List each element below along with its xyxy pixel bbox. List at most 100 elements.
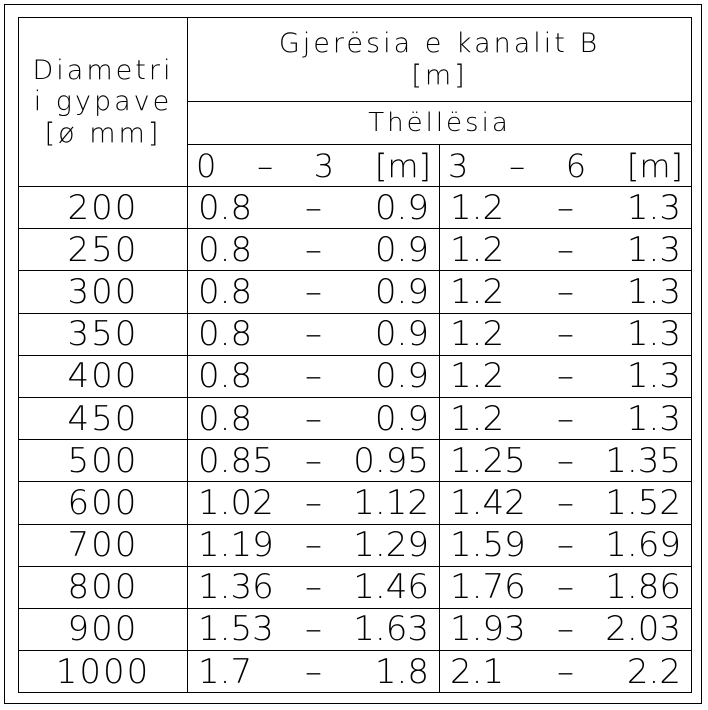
diameter-cell: 200 [18, 185, 188, 230]
width-range-cell-2: 1.2 – 1.3 [438, 396, 693, 441]
width-range-to: 1.3 [626, 187, 681, 228]
table-row: 250 0.8 – 0.9 1.2 – 1.3 [18, 228, 693, 272]
depth-range-1-unit: [m] [374, 146, 431, 185]
width-range-cell-2: 2.1 – 2.2 [438, 650, 693, 694]
width-range-cell-2: 1.2 – 1.3 [438, 228, 693, 272]
table-row: 350 0.8 – 0.9 1.2 – 1.3 [18, 312, 693, 356]
width-range-to: 1.3 [626, 271, 681, 312]
width-range-to: 0.95 [353, 440, 429, 481]
width-range-dash: – [305, 609, 322, 650]
width-range-dash: – [557, 651, 574, 692]
width-range-dash: – [557, 440, 574, 481]
table-row: 200 0.8 – 0.9 1.2 – 1.3 [18, 185, 693, 230]
table-row: 1000 1.7 – 1.8 2.1 – 2.2 [18, 650, 693, 694]
table-row: 700 1.19–1.29 1.59–1.69 [18, 523, 693, 567]
width-range-dash: – [305, 187, 322, 228]
diameter-cell: 800 [18, 565, 188, 609]
width-range-from: 1.2 [450, 229, 505, 270]
width-range-from: 1.2 [450, 356, 505, 397]
width-range-from: 0.8 [198, 229, 253, 270]
width-range-to: 1.3 [626, 398, 681, 439]
width-range-dash: – [305, 482, 322, 523]
depth-range-2-from: 3 [448, 146, 469, 185]
width-range-to: 1.3 [626, 229, 681, 270]
width-range-dash: – [305, 229, 322, 270]
width-range-from: 0.8 [198, 356, 253, 397]
width-range-cell-2: 1.2 – 1.3 [438, 312, 693, 356]
width-range-from: 1.2 [450, 398, 505, 439]
width-range-to: 1.63 [353, 609, 429, 650]
width-range-to: 1.8 [374, 651, 429, 692]
drawing-frame [4, 4, 702, 704]
diameter-cell: 250 [18, 228, 188, 272]
width-range-cell-2: 1.2 – 1.3 [438, 185, 693, 230]
table-row: 900 1.53–1.63 1.93–2.03 [18, 607, 693, 652]
width-range-from: 1.2 [450, 271, 505, 312]
diameter-cell: 900 [18, 607, 188, 652]
table-row: 300 0.8 – 0.9 1.2 – 1.3 [18, 270, 693, 314]
width-range-to: 1.69 [605, 525, 681, 566]
depth-range-2-unit: [m] [626, 146, 684, 185]
width-range-from: 1.7 [198, 651, 253, 692]
width-range-cell-2: 1.76–1.86 [438, 565, 693, 609]
width-range-from: 1.02 [198, 482, 274, 523]
depth-range-1-from: 0 [196, 146, 217, 185]
width-range-cell-2: 1.25–1.35 [438, 439, 693, 483]
diameter-label-line1: Diametri [32, 55, 174, 87]
width-range-dash: – [557, 229, 574, 270]
width-range-to: 0.9 [374, 187, 429, 228]
width-range-dash: – [305, 567, 322, 608]
width-range-cell-2: 1.2 – 1.3 [438, 270, 693, 314]
width-range-cell-2: 1.2 – 1.3 [438, 354, 693, 398]
width-range-cell-1: 1.02–1.12 [187, 481, 440, 525]
width-range-from: 2.1 [450, 651, 505, 692]
depth-range-2-to: 6 [565, 146, 587, 185]
width-range-dash: – [557, 314, 574, 355]
depth-range-1-dash: – [257, 146, 274, 185]
width-range-dash: – [557, 271, 574, 312]
width-range-dash: – [557, 525, 574, 566]
depth-range-1-to: 3 [313, 146, 335, 185]
width-range-to: 1.35 [605, 440, 681, 481]
width-range-cell-1: 1.36–1.46 [187, 565, 440, 609]
width-range-to: 1.46 [353, 567, 429, 608]
table-row: 500 0.85–0.95 1.25–1.35 [18, 439, 693, 483]
width-range-dash: – [557, 482, 574, 523]
width-range-cell-1: 0.8 – 0.9 [187, 270, 440, 314]
width-range-dash: – [305, 314, 322, 355]
diameter-cell: 450 [18, 396, 188, 441]
width-range-dash: – [305, 398, 322, 439]
diameter-cell: 500 [18, 439, 188, 483]
width-range-from: 0.8 [198, 398, 253, 439]
width-range-from: 1.53 [198, 609, 274, 650]
width-range-to: 1.86 [605, 567, 681, 608]
width-range-cell-1: 0.8 – 0.9 [187, 185, 440, 230]
trench-width-table: Diametri i gypave [ø mm] Gjerësia e kana… [18, 17, 693, 694]
width-range-dash: – [557, 187, 574, 228]
depth-range-header-1: 0 – 3 [m] [187, 144, 440, 187]
width-range-from: 1.76 [450, 567, 526, 608]
width-range-dash: – [557, 356, 574, 397]
width-range-from: 1.2 [450, 314, 505, 355]
width-range-cell-1: 1.19–1.29 [187, 523, 440, 567]
width-range-from: 1.25 [450, 440, 526, 481]
diameter-cell: 1000 [18, 650, 188, 694]
diameter-cell: 400 [18, 354, 188, 398]
width-header: Gjerësia e kanalit B [m] [186, 17, 693, 102]
width-range-from: 1.36 [198, 567, 274, 608]
width-range-to: 2.03 [605, 609, 681, 650]
width-label-line2: [m] [411, 59, 468, 91]
width-range-to: 1.3 [626, 356, 681, 397]
width-range-dash: – [305, 440, 322, 481]
width-range-from: 1.19 [198, 525, 274, 566]
width-range-from: 1.93 [450, 609, 526, 650]
width-range-from: 0.8 [198, 187, 253, 228]
width-range-to: 0.9 [374, 356, 429, 397]
width-range-cell-2: 1.93–2.03 [438, 607, 693, 652]
width-range-cell-1: 0.8 – 0.9 [187, 396, 440, 441]
width-range-from: 0.8 [198, 271, 253, 312]
table-row: 600 1.02–1.12 1.42–1.52 [18, 481, 693, 525]
width-range-from: 1.59 [450, 525, 526, 566]
diameter-cell: 600 [18, 481, 188, 525]
width-range-cell-1: 0.8 – 0.9 [187, 228, 440, 272]
